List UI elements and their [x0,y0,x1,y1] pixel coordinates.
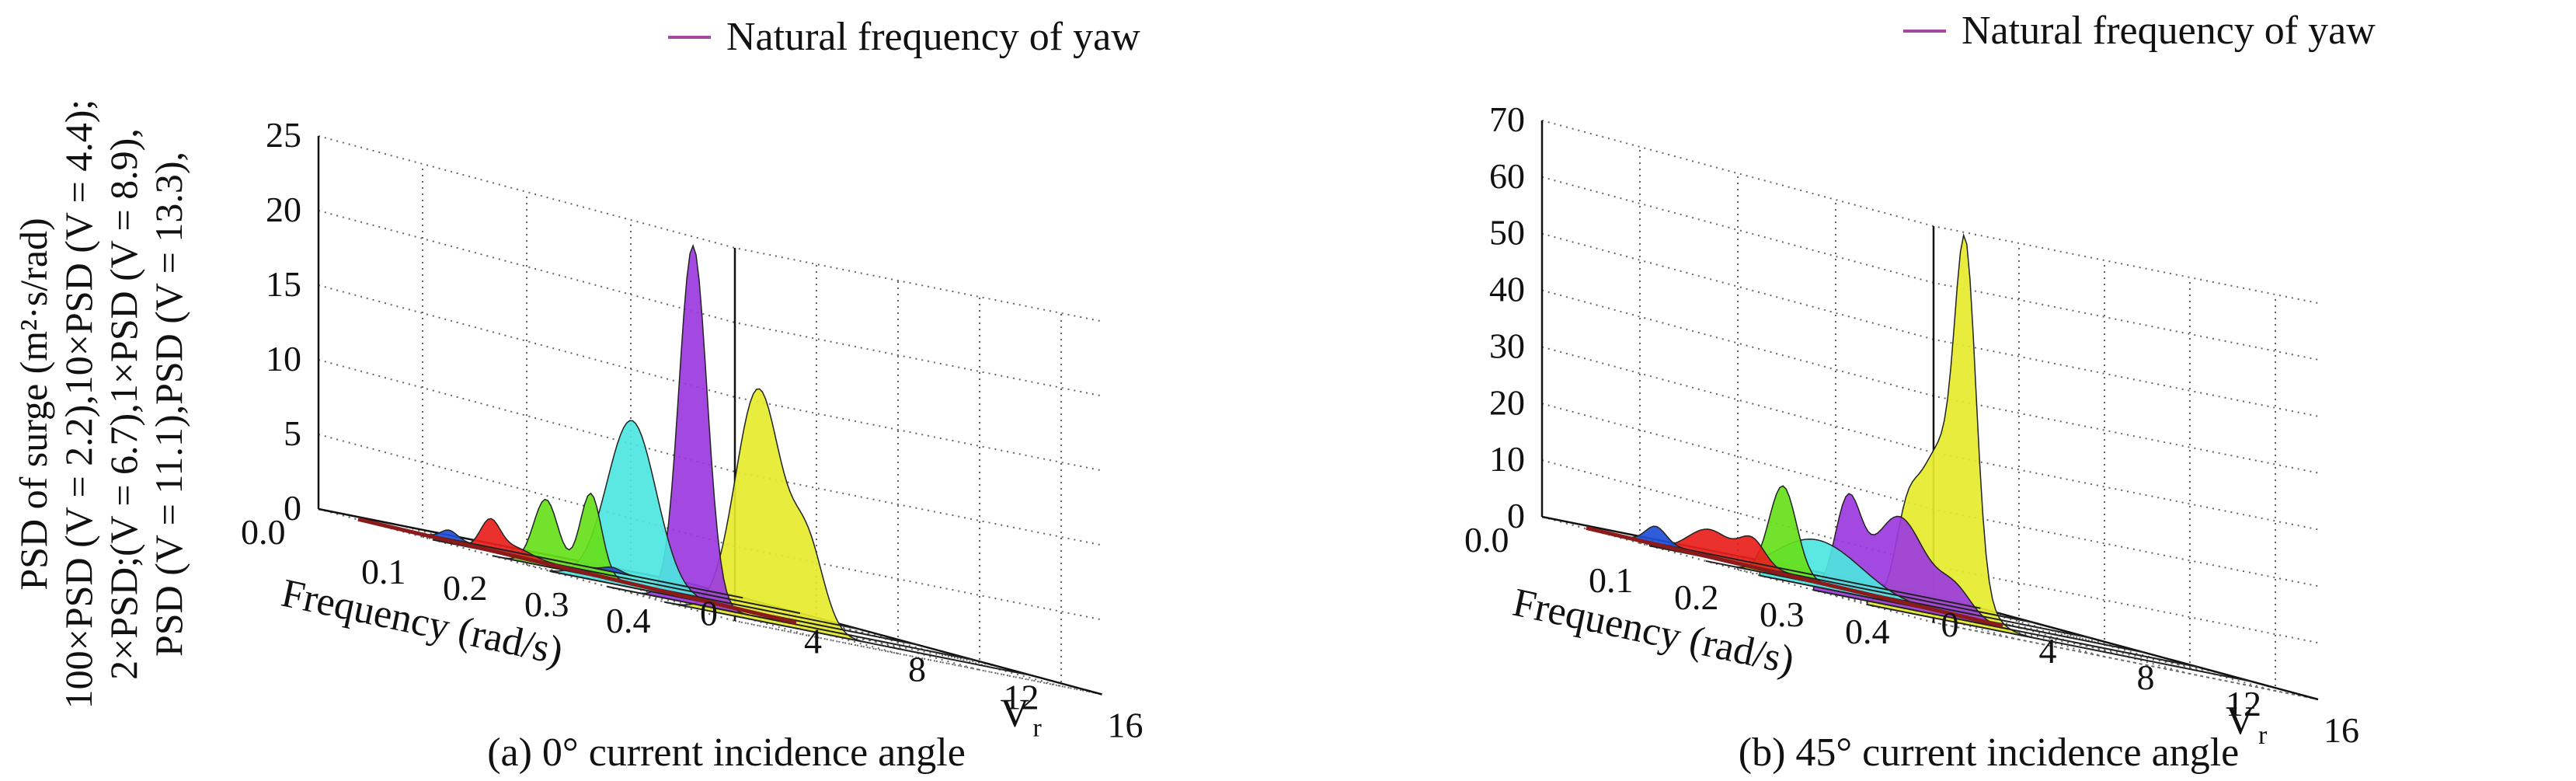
frequency-tick-label: 0.3 [524,584,569,624]
z-tick-label: 60 [1489,156,1525,196]
panel-a: 0 5 10 15 20 25 0.0 0.1 0.2 0.3 0.4 0 4 8 12 16 Frequenc… [12,15,1144,775]
gridline-z [1541,232,2319,417]
natural-frequency-line [1586,525,2003,628]
vr-tick-label: 16 [2324,710,2359,750]
vr-tick-label: 12 [1004,678,1039,717]
gridline-f [318,248,736,622]
z-tick-label: 40 [1489,270,1525,309]
z-tick-label: 0 [284,488,301,528]
gridline-z [318,210,1102,397]
frequency-tick-label: 0.3 [1760,594,1805,634]
frequency-tick-label: 0.0 [241,512,286,552]
gridline-z [318,135,1102,323]
z-tick-label: 70 [1489,99,1525,139]
gridline-z [1541,120,2319,304]
frequency-axis-label: Frequency (rad/s) [1509,581,1798,683]
z-tick-label: 50 [1489,213,1525,253]
z-tick-label: 15 [266,264,301,304]
frequency-tick-label: 0.1 [1589,560,1634,600]
panel-caption: (b) 45° current incidence angle [1739,730,2240,775]
gridline-z [318,434,1102,621]
panel-caption: (a) 0° current incidence angle [487,730,966,775]
z-tick-label: 30 [1489,326,1525,365]
frequency-tick-label: 0.2 [443,568,488,608]
z-tick-label: 20 [1489,382,1525,422]
gridline-z [318,284,1102,472]
gridline-z [318,359,1102,546]
gridline-z [1541,289,2319,474]
series-baseline-vr-13.3 [664,601,1032,677]
vr-axis-label-subscript: r [1033,714,1043,743]
gridline-v-floor [734,620,1102,696]
legend-label: Natural frequency of yaw [1962,9,2376,53]
vr-tick-label: 8 [908,650,926,689]
frequency-tick-label: 0.4 [606,601,651,640]
frequency-tick-label: 0.1 [361,552,406,591]
vr-axis-label: V [2226,699,2255,743]
natural-frequency-line [357,517,797,625]
vr-tick-label: 16 [1108,706,1144,745]
frequency-tick-label: 0.4 [1845,612,1890,651]
ridges [375,243,1032,677]
y-axis-label-line: 100×PSD (V = 2.2),10×PSD (V = 4.4); [57,99,100,710]
series-baseline-vr-11.1 [1813,589,2198,668]
z-tick-label: 10 [1489,439,1525,479]
z-tick-label: 0 [1507,496,1525,535]
legend-label: Natural frequency of yaw [726,15,1140,59]
y-axis-label: PSD of surge (m²·s/rad) 100×PSD (V = 2.2)… [12,99,190,710]
vr-tick-label: 0 [1941,605,1959,644]
vr-axis-label: V [1001,692,1030,736]
panel-b: 0 10 20 30 40 50 60 70 0.0 0.1 0.2 0.3 0.4 0 4 8 12 16 Fre… [1464,9,2376,775]
z-tick-label: 20 [266,190,301,229]
frequency-tick-label: 0.2 [1674,577,1719,617]
vr-tick-label: 4 [2039,631,2057,671]
z-tick-label: 5 [284,413,301,453]
series-ridge-vr-13.3 [663,388,1032,676]
y-axis-label-line: PSD (V = 11.1),PSD (V = 13.3), [147,152,190,657]
gridline-z [1541,176,2319,361]
vr-axis-label-subscript: r [2258,721,2268,750]
vr-tick-label: 0 [700,594,718,633]
y-axis-label-line: PSD of surge (m²·s/rad) [12,218,55,590]
frequency-axis-label: Frequency (rad/s) [277,571,566,674]
vr-tick-label: 8 [2137,657,2155,697]
vr-tick-label: 4 [804,622,822,661]
z-tick-label: 25 [266,115,301,155]
series-ridge-vr-13.3 [1867,232,2253,682]
series-baseline-vr-13.3 [1867,604,2253,683]
vr-tick-label: 12 [2226,684,2261,723]
y-axis-label-line: 2×PSD;(V = 6.7),1×PSD (V = 8.9), [102,128,145,680]
series-baseline-vr-11.1 [607,585,975,661]
frequency-tick-label: 0.0 [1464,520,1509,560]
z-tick-label: 10 [266,339,301,378]
